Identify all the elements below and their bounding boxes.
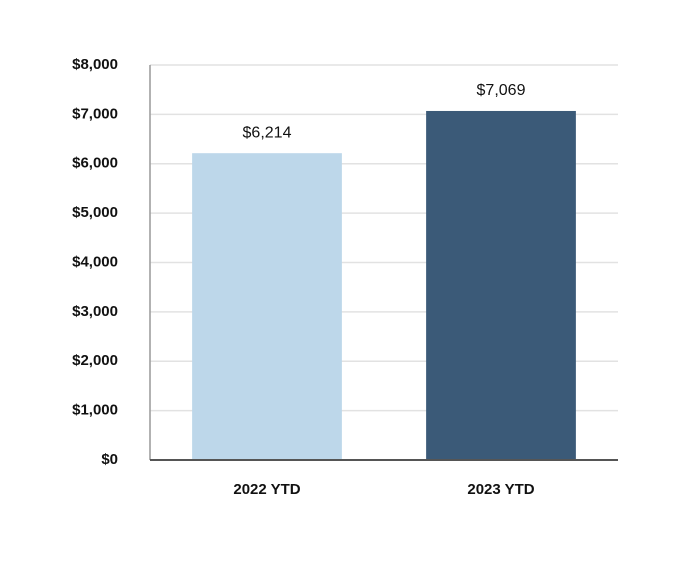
y-tick-label: $3,000	[72, 303, 118, 320]
bar	[192, 153, 342, 460]
y-tick-label: $5,000	[72, 204, 118, 221]
value-label: $6,214	[243, 124, 292, 141]
y-tick-label: $0	[101, 451, 118, 468]
y-tick-label: $8,000	[72, 56, 118, 73]
x-tick-label: 2023 YTD	[467, 481, 534, 498]
y-tick-label: $7,000	[72, 105, 118, 122]
x-tick-label: 2022 YTD	[233, 481, 300, 498]
value-label: $7,069	[477, 82, 526, 99]
y-tick-label: $6,000	[72, 155, 118, 172]
bar	[426, 110, 576, 460]
y-tick-label: $2,000	[72, 352, 118, 369]
y-tick-label: $4,000	[72, 253, 118, 270]
y-tick-label: $1,000	[72, 402, 118, 419]
